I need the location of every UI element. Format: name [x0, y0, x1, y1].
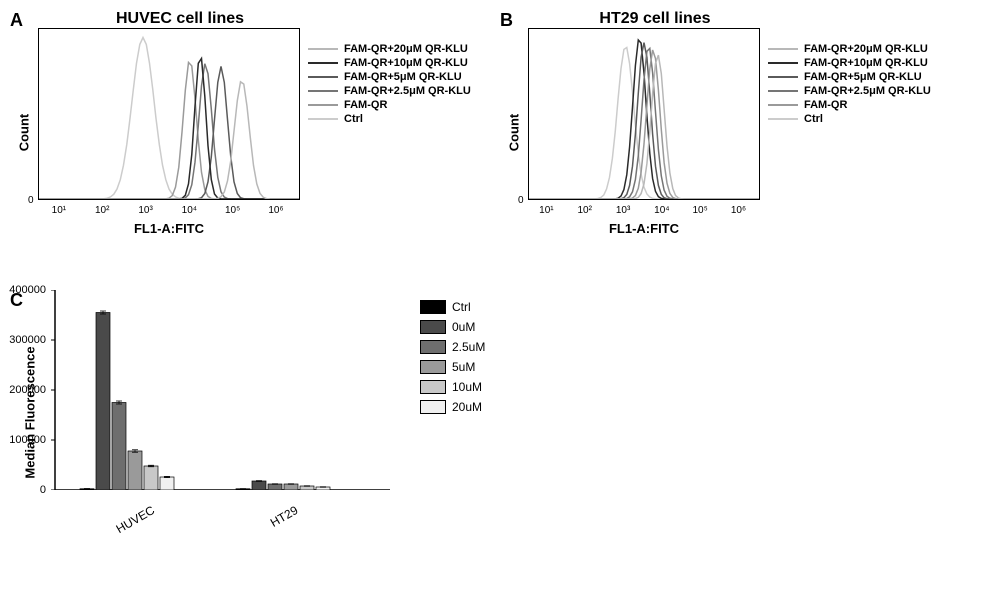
legend-item: FAM-QR+2.5μM QR-KLU	[308, 85, 471, 97]
panel-a-ylabel: Count	[17, 113, 32, 151]
legend-item: FAM-QR+20μM QR-KLU	[308, 43, 471, 55]
legend-item: 2.5uM	[420, 340, 485, 354]
panel-a-plot	[38, 28, 300, 200]
panel-b-xlabel: FL1-A:FITC	[528, 221, 760, 236]
legend-item: Ctrl	[308, 113, 471, 125]
legend-item: 10uM	[420, 380, 485, 394]
panel-c-xticks: HUVECHT29	[50, 495, 390, 535]
legend-item: FAM-QR+2.5μM QR-KLU	[768, 85, 931, 97]
legend-item: FAM-QR+20μM QR-KLU	[768, 43, 931, 55]
panel-b-plot	[528, 28, 760, 200]
legend-item: FAM-QR	[308, 99, 471, 111]
legend-item: FAM-QR+10μM QR-KLU	[308, 57, 471, 69]
panel-b-ylabel: Count	[507, 113, 522, 151]
panel-a-legend: FAM-QR+20μM QR-KLU FAM-QR+10μM QR-KLU FAM-…	[308, 43, 471, 236]
panel-b-legend: FAM-QR+20μM QR-KLU FAM-QR+10μM QR-KLU FAM-…	[768, 43, 931, 236]
panel-c-legend: Ctrl 0uM 2.5uM 5uM 10uM 20uM	[420, 300, 485, 535]
top-row: A HUVEC cell lines Count 10¹10²10³10⁴10⁵…	[10, 10, 990, 270]
panel-a: A HUVEC cell lines Count 10¹10²10³10⁴10⁵…	[10, 10, 500, 270]
legend-item: 0uM	[420, 320, 485, 334]
panel-a-xlabel: FL1-A:FITC	[38, 221, 300, 236]
panel-c-yticks: 0100000200000300000400000	[0, 290, 48, 490]
panel-a-label: A	[10, 10, 23, 31]
legend-item: FAM-QR+10μM QR-KLU	[768, 57, 931, 69]
panel-b-ytick0: 0	[518, 195, 524, 206]
panel-b-xticks: 10¹10²10³10⁴10⁵10⁶	[528, 205, 760, 219]
legend-item: 20uM	[420, 400, 485, 414]
legend-item: FAM-QR+5μM QR-KLU	[768, 71, 931, 83]
panel-a-title: HUVEC cell lines	[50, 10, 310, 28]
legend-item: FAM-QR+5μM QR-KLU	[308, 71, 471, 83]
panel-b-title: HT29 cell lines	[540, 10, 770, 28]
panel-b-label: B	[500, 10, 513, 31]
legend-item: FAM-QR	[768, 99, 931, 111]
legend-item: 5uM	[420, 360, 485, 374]
panel-a-xticks: 10¹10²10³10⁴10⁵10⁶	[38, 205, 300, 219]
legend-item: Ctrl	[420, 300, 485, 314]
panel-c: C Median Fluorescence 010000020000030000…	[10, 290, 610, 590]
panel-b: B HT29 cell lines Count 10¹10²10³10⁴10⁵1…	[500, 10, 990, 270]
panel-c-plot	[50, 290, 390, 490]
panel-a-ytick0: 0	[28, 195, 34, 206]
legend-item: Ctrl	[768, 113, 931, 125]
